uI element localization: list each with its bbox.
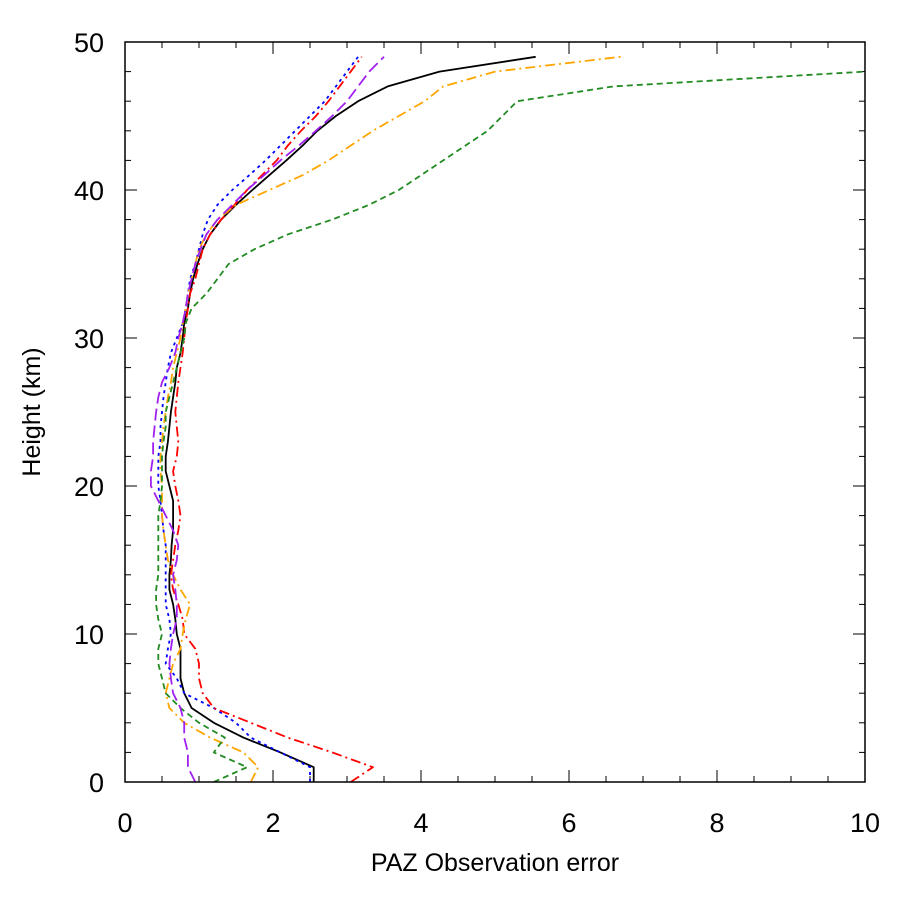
y-tick-label: 40 (74, 176, 104, 206)
series-line-3 (170, 56, 374, 782)
series-line-5 (155, 70, 865, 782)
tick-labels: 0 2 4 6 8 10 0 10 20 30 40 50 (74, 28, 880, 838)
y-axis-label: Height (km) (18, 347, 46, 476)
x-tick-label: 8 (709, 808, 724, 838)
x-tick-label: 4 (413, 808, 428, 838)
series-line-6 (150, 56, 385, 782)
series-line-2 (157, 56, 359, 782)
y-tick-label: 0 (89, 768, 104, 798)
y-tick-label: 10 (74, 620, 104, 650)
y-tick-label: 30 (74, 324, 104, 354)
series-layer (150, 55, 865, 782)
series-line-1 (164, 55, 536, 782)
x-tick-label: 10 (850, 808, 880, 838)
axis-ticks (124, 41, 866, 783)
x-axis-label: PAZ Observation error (371, 849, 619, 877)
series-line-4 (159, 55, 621, 782)
plot-frame (124, 41, 866, 783)
x-tick-label: 2 (265, 808, 280, 838)
y-tick-label: 50 (74, 28, 104, 58)
x-tick-label: 0 (117, 808, 132, 838)
y-tick-label: 20 (74, 472, 104, 502)
x-tick-label: 6 (561, 808, 576, 838)
